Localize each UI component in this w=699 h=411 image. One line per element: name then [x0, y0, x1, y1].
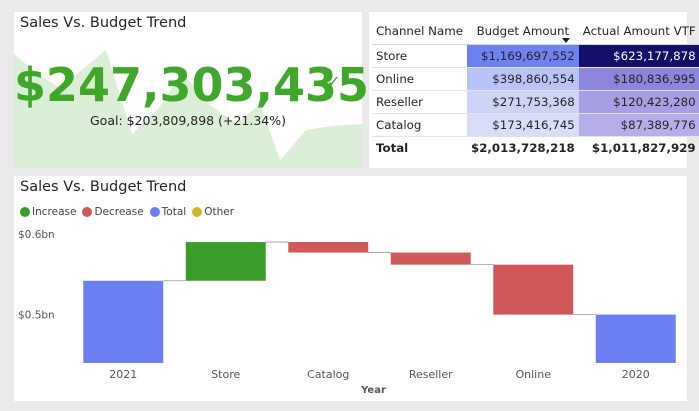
total-label: Total — [372, 136, 467, 159]
channel-matrix[interactable]: Channel Name Budget Amount Actual Amount… — [369, 12, 699, 168]
kpi-title: Sales Vs. Budget Trend — [20, 15, 187, 31]
header-budget-amount[interactable]: Budget Amount — [467, 18, 579, 45]
budget-cell: $271,753,368 — [467, 90, 579, 114]
legend-label: Total — [161, 206, 187, 218]
table-row[interactable]: Catalog $173,416,745 $87,389,776 — [372, 113, 699, 137]
legend-label: Other — [204, 206, 235, 218]
table-row[interactable]: Reseller $271,753,368 $120,423,280 — [372, 90, 699, 114]
legend-item-decrease[interactable]: Decrease — [82, 206, 144, 218]
legend-item-increase[interactable]: Increase — [20, 206, 76, 218]
actual-cell: $180,836,995 — [578, 67, 699, 91]
table-row[interactable]: Store $1,169,697,552 $623,177,878 — [372, 44, 699, 68]
channel-cell: Reseller — [372, 90, 467, 114]
chart-legend: Increase Decrease Total Other — [20, 206, 234, 218]
waterfall-bar-catalog — [288, 242, 369, 253]
budget-cell: $173,416,745 — [467, 113, 579, 137]
x-tick-label: 2020 — [622, 368, 650, 381]
legend-label: Increase — [32, 206, 77, 218]
sort-descending-icon[interactable] — [562, 38, 570, 43]
header-channel-name[interactable]: Channel Name — [372, 18, 467, 45]
channel-cell: Online — [372, 67, 467, 91]
kpi-card[interactable]: Sales Vs. Budget Trend $247,303,435 ✓ Go… — [14, 12, 370, 168]
waterfall-bar-reseller — [390, 252, 471, 265]
table-row[interactable]: Online $398,860,554 $180,836,995 — [372, 67, 699, 91]
total-row: Total $2,013,728,218 $1,011,827,929 — [372, 136, 699, 159]
actual-cell: $120,423,280 — [578, 90, 699, 114]
total-actual: $1,011,827,929 — [578, 136, 699, 159]
y-tick-label: $0.5bn — [18, 310, 55, 322]
waterfall-bar-store — [185, 242, 266, 281]
waterfall-bar-2020 — [595, 314, 676, 363]
waterfall-bar-online — [493, 264, 574, 315]
actual-cell: $623,177,878 — [578, 44, 699, 68]
legend-dot-icon — [149, 207, 160, 217]
budget-cell: $1,169,697,552 — [467, 44, 579, 68]
x-tick-label: Catalog — [307, 368, 349, 381]
checkmark-icon: ✓ — [327, 72, 341, 91]
legend-item-total[interactable]: Total — [149, 206, 187, 218]
waterfall-chart: $0.5bn $0.6bn 2021 Store Catalog Reseller Onli… — [18, 229, 676, 396]
x-axis-title: Year — [360, 385, 386, 396]
waterfall-chart-card[interactable]: $0.5bn $0.6bn 2021 Store Catalog Reseller Onli… — [14, 176, 687, 401]
legend-dot-icon — [20, 207, 30, 217]
x-tick-label: Online — [516, 368, 552, 381]
legend-item-other[interactable]: Other — [192, 206, 234, 218]
legend-label: Decrease — [94, 206, 144, 218]
total-budget: $2,013,728,218 — [467, 136, 579, 159]
legend-dot-icon — [82, 207, 93, 217]
waterfall-bar-2021 — [83, 280, 164, 363]
actual-cell: $87,389,776 — [578, 113, 699, 137]
x-tick-label: Reseller — [409, 368, 453, 381]
kpi-goal: Goal: $203,809,898 (+21.34%) — [90, 113, 286, 128]
x-tick-label: 2021 — [109, 368, 137, 381]
channel-cell: Catalog — [372, 113, 467, 137]
header-actual-amount[interactable]: Actual Amount VTF — [578, 18, 699, 45]
legend-dot-icon — [192, 207, 203, 217]
x-tick-label: Store — [211, 368, 240, 381]
waterfall-title: Sales Vs. Budget Trend — [20, 179, 187, 195]
y-tick-label: $0.6bn — [18, 229, 55, 241]
kpi-value: $247,303,435 — [14, 58, 370, 112]
channel-cell: Store — [372, 44, 467, 68]
matrix-table: Channel Name Budget Amount Actual Amount… — [372, 18, 699, 159]
kpi-trend-area — [14, 50, 362, 168]
budget-cell: $398,860,554 — [467, 67, 579, 91]
